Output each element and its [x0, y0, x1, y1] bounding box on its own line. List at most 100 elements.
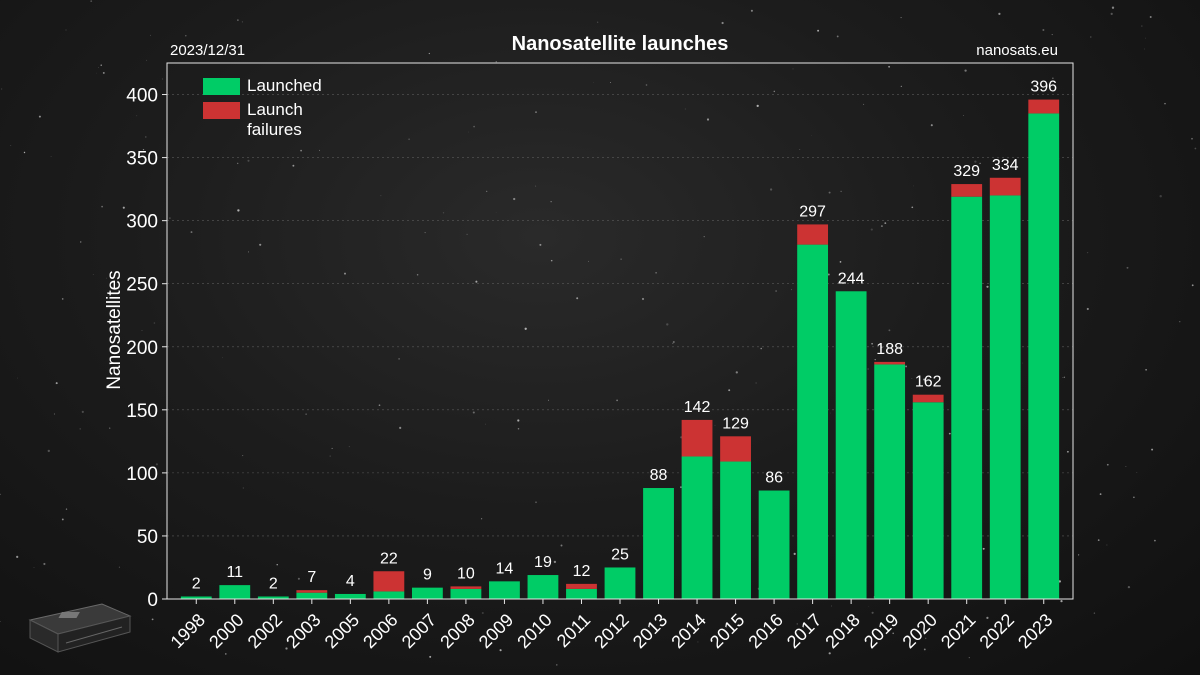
star [102, 71, 105, 74]
legend-swatch-launched [203, 78, 240, 95]
star [884, 222, 887, 225]
bar-launch-failures-2008 [450, 586, 482, 589]
bar-launch-failures-2006 [373, 571, 405, 592]
star [468, 131, 469, 133]
star [109, 427, 111, 429]
star [923, 648, 926, 651]
data-label-2015: 129 [722, 415, 749, 432]
data-label-2014: 142 [684, 399, 711, 416]
star [79, 428, 81, 430]
y-tick-label: 50 [137, 527, 158, 548]
star [714, 424, 716, 426]
star [974, 160, 977, 163]
star [874, 359, 876, 361]
x-tick-label-2013: 2013 [629, 610, 671, 652]
star [775, 290, 777, 292]
star [829, 412, 831, 414]
star [0, 493, 1, 496]
star [728, 389, 731, 392]
star [828, 652, 831, 655]
star [986, 285, 989, 288]
star [616, 399, 618, 402]
star [979, 162, 981, 165]
star [964, 69, 967, 72]
star [297, 577, 300, 580]
star [610, 82, 611, 83]
star [517, 419, 520, 422]
star [97, 66, 99, 68]
bar-launch-failures-2017 [797, 224, 829, 245]
data-label-2003: 7 [307, 569, 316, 586]
star [237, 209, 240, 212]
data-label-2002: 2 [269, 575, 278, 592]
star [721, 21, 724, 25]
star [242, 455, 244, 457]
star [1042, 29, 1045, 31]
star [1058, 580, 1061, 583]
star [65, 29, 67, 31]
legend-swatch-launch-failures [203, 102, 240, 119]
star [867, 368, 869, 370]
x-tick-label-2015: 2015 [706, 610, 748, 652]
star [344, 272, 346, 275]
y-tick-label: 0 [147, 590, 158, 611]
star [190, 231, 193, 234]
star [911, 206, 914, 209]
star [817, 29, 820, 32]
data-label-2008: 10 [457, 565, 475, 582]
star [1179, 321, 1181, 323]
star [1133, 496, 1135, 499]
y-tick-label: 350 [126, 149, 158, 170]
star [756, 104, 759, 108]
star [1066, 450, 1069, 453]
star [95, 72, 97, 74]
star [61, 298, 64, 300]
star [1145, 368, 1147, 371]
star [1126, 266, 1129, 269]
x-tick-label-2021: 2021 [937, 610, 979, 652]
star [10, 145, 12, 146]
star [998, 12, 1001, 16]
star [924, 637, 927, 640]
x-tick-label-2020: 2020 [899, 610, 941, 652]
star [33, 567, 35, 568]
bar-launched-2012 [604, 567, 636, 599]
star [524, 327, 527, 330]
star [725, 637, 727, 639]
star [237, 162, 239, 165]
star [735, 371, 738, 374]
star [398, 358, 400, 360]
data-label-2006: 22 [380, 550, 398, 567]
star [576, 297, 579, 300]
y-tick-label: 150 [126, 401, 158, 422]
star [292, 164, 295, 167]
star [968, 657, 970, 659]
star [136, 415, 139, 418]
star [539, 243, 542, 246]
star [408, 138, 410, 141]
star [1078, 554, 1080, 556]
x-tick-label-2007: 2007 [398, 610, 440, 652]
star [769, 188, 773, 191]
star [666, 323, 669, 326]
star [50, 156, 52, 157]
star [672, 341, 675, 343]
x-tick-label-2014: 2014 [667, 610, 709, 652]
bar-launched-1998 [180, 596, 212, 599]
star [517, 427, 520, 430]
data-label-2011: 12 [573, 563, 591, 580]
star [155, 463, 158, 466]
star [222, 357, 223, 359]
bar-launched-2019 [874, 364, 906, 599]
star [645, 84, 648, 86]
star [1141, 25, 1143, 27]
x-tick-label-2000: 2000 [205, 610, 247, 652]
star [331, 447, 333, 449]
star [481, 611, 484, 615]
star [169, 217, 171, 219]
data-label-2022: 334 [992, 157, 1019, 174]
bar-launch-failures-2023 [1028, 99, 1060, 114]
bar-launched-2023 [1028, 113, 1060, 600]
star [792, 68, 794, 70]
star [475, 280, 478, 283]
